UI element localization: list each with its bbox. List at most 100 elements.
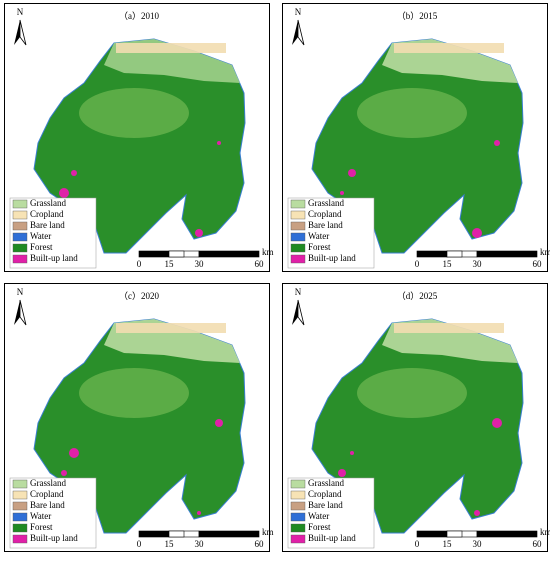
built-up-patch <box>340 191 344 195</box>
built-up-patch <box>474 510 480 516</box>
legend-swatch <box>291 502 305 510</box>
scale-label: 60 <box>255 539 265 549</box>
legend-label: Bare land <box>308 220 343 230</box>
legend-swatch <box>13 233 27 241</box>
north-label: N <box>295 287 302 297</box>
panel-title: （a）2010 <box>119 11 159 21</box>
legend-swatch <box>13 244 27 252</box>
grassland-patch <box>357 88 467 138</box>
scale-label: 30 <box>473 259 483 269</box>
legend-label: Bare land <box>30 220 65 230</box>
scale-label: 15 <box>443 259 453 269</box>
cropland-strip <box>116 43 226 53</box>
scale-unit: km <box>540 527 550 537</box>
legend-swatch <box>13 491 27 499</box>
legend-swatch <box>291 211 305 219</box>
built-up-patch <box>195 229 203 237</box>
scale-bar-segment <box>447 531 462 537</box>
legend-label: Bare land <box>308 500 343 510</box>
built-up-patch <box>492 418 502 428</box>
grassland-patch <box>79 368 189 418</box>
legend-swatch <box>13 480 27 488</box>
legend-swatch <box>291 222 305 230</box>
legend-swatch <box>291 233 305 241</box>
scale-label: 0 <box>415 259 420 269</box>
scale-bar-segment <box>139 251 169 257</box>
scale-bar-segment <box>447 251 462 257</box>
scale-bar-segment <box>139 531 169 537</box>
cropland-strip <box>116 323 226 333</box>
legend-label: Water <box>308 231 329 241</box>
legend-swatch <box>291 535 305 543</box>
panel-title: （b）2015 <box>397 11 438 21</box>
legend-swatch <box>291 491 305 499</box>
legend-label: Water <box>308 511 329 521</box>
legend-label: Forest <box>30 242 53 252</box>
built-up-patch <box>472 228 482 238</box>
legend-label: Grassland <box>30 478 66 488</box>
legend-label: Cropland <box>308 209 342 219</box>
legend-label: Forest <box>30 522 53 532</box>
scale-label: 15 <box>165 259 175 269</box>
scale-bar-segment <box>199 251 259 257</box>
legend-swatch <box>291 244 305 252</box>
legend-swatch <box>13 255 27 263</box>
legend-swatch <box>13 502 27 510</box>
built-up-patch <box>197 511 201 515</box>
scale-label: 15 <box>443 539 453 549</box>
scale-label: 0 <box>415 539 420 549</box>
built-up-patch <box>69 448 79 458</box>
legend-label: Cropland <box>30 209 64 219</box>
scale-bar-segment <box>169 531 184 537</box>
scale-label: 30 <box>195 539 205 549</box>
north-label: N <box>17 287 24 297</box>
legend-swatch <box>291 200 305 208</box>
legend-swatch <box>13 524 27 532</box>
legend-swatch <box>13 200 27 208</box>
legend-label: Built-up land <box>308 253 356 263</box>
north-label: N <box>295 7 302 17</box>
legend-swatch <box>13 513 27 521</box>
scale-bar-segment <box>199 531 259 537</box>
panel-title: （c）2020 <box>119 291 159 301</box>
built-up-patch <box>494 140 500 146</box>
cropland-strip <box>394 323 504 333</box>
legend-label: Built-up land <box>308 533 356 543</box>
legend-label: Cropland <box>308 489 342 499</box>
built-up-patch <box>350 451 354 455</box>
scale-bar-segment <box>169 251 184 257</box>
grassland-patch <box>357 368 467 418</box>
legend-label: Grassland <box>308 198 344 208</box>
legend-label: Forest <box>308 242 331 252</box>
built-up-patch <box>59 188 69 198</box>
legend-label: Bare land <box>30 500 65 510</box>
legend-swatch <box>291 480 305 488</box>
scale-label: 60 <box>533 539 543 549</box>
legend-swatch <box>13 222 27 230</box>
legend-swatch <box>291 513 305 521</box>
grassland-patch <box>79 88 189 138</box>
legend-label: Water <box>30 231 51 241</box>
legend-label: Built-up land <box>30 533 78 543</box>
cropland-strip <box>394 43 504 53</box>
legend-label: Forest <box>308 522 331 532</box>
scale-label: 60 <box>533 259 543 269</box>
legend-swatch <box>291 255 305 263</box>
built-up-patch <box>71 170 77 176</box>
scale-label: 60 <box>255 259 265 269</box>
legend-label: Grassland <box>308 478 344 488</box>
scale-unit: km <box>262 247 274 257</box>
legend-swatch <box>13 535 27 543</box>
legend-label: Cropland <box>30 489 64 499</box>
built-up-patch <box>338 469 346 477</box>
north-label: N <box>17 7 24 17</box>
scale-label: 0 <box>137 539 142 549</box>
panel-title: （d）2025 <box>397 291 438 301</box>
scale-label: 30 <box>473 539 483 549</box>
scale-bar-segment <box>477 531 537 537</box>
built-up-patch <box>348 169 356 177</box>
